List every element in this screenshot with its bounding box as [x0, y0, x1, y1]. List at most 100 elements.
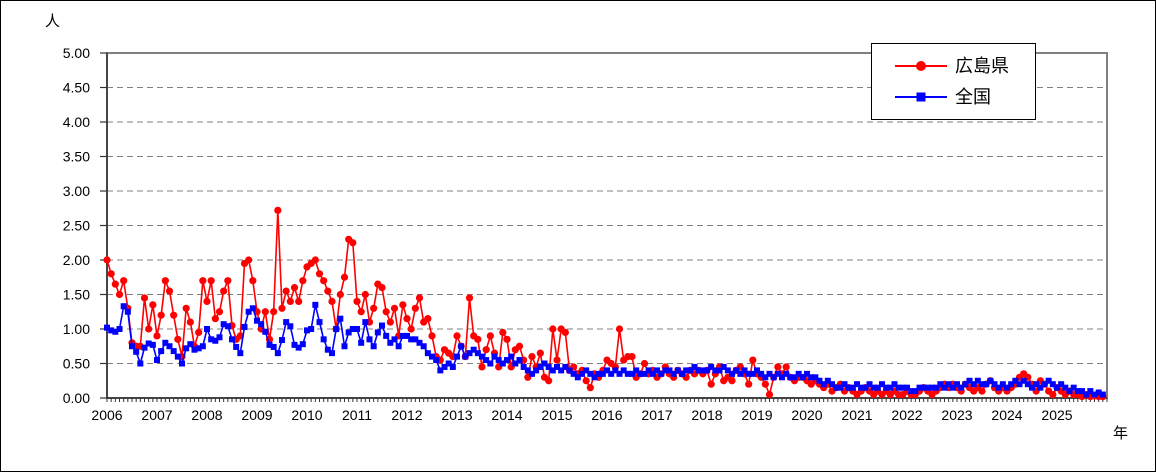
data-point-national [370, 343, 377, 350]
y-axis-tick-label: 2.50 [63, 218, 90, 234]
data-point-national [662, 367, 669, 374]
data-point-national [1037, 384, 1044, 391]
data-point-national [279, 337, 285, 344]
data-point-hiroshima [536, 349, 544, 357]
data-point-national [887, 384, 894, 391]
data-point-national [854, 381, 860, 388]
data-point-hiroshima [482, 346, 490, 354]
data-point-hiroshima [299, 277, 307, 285]
red-line-circle-marker-icon [895, 60, 947, 71]
data-point-national [966, 377, 973, 384]
data-point-national [666, 367, 673, 374]
data-point-national [166, 343, 173, 350]
data-point-hiroshima [386, 318, 394, 326]
data-point-national [1024, 381, 1031, 388]
data-point-national [879, 381, 885, 388]
data-point-national [841, 381, 848, 388]
data-point-national [799, 374, 806, 381]
data-point-hiroshima [424, 315, 432, 323]
data-point-national [941, 384, 948, 391]
y-axis-tick-label: 1.50 [63, 287, 90, 303]
data-point-national [595, 370, 602, 377]
data-point-national [629, 370, 635, 377]
x-axis-year-label: 2006 [91, 407, 122, 423]
data-point-national [712, 367, 719, 374]
data-point-national [920, 384, 927, 391]
data-point-national [766, 370, 773, 377]
data-point-national [824, 377, 831, 384]
data-point-hiroshima [349, 239, 357, 247]
data-point-national [558, 367, 565, 374]
x-axis-year-label: 2024 [991, 407, 1022, 423]
legend-label-hiroshima: 広島県 [955, 55, 1009, 76]
data-point-hiroshima [195, 328, 203, 337]
data-point-hiroshima [153, 332, 161, 340]
data-point-hiroshima [311, 256, 319, 264]
data-point-national [499, 360, 506, 367]
data-point-national [224, 323, 231, 330]
data-point-national [633, 367, 640, 374]
y-axis-tick-label: 2.00 [63, 252, 90, 268]
data-point-national [849, 384, 856, 391]
blue-line-square-marker-icon [895, 92, 947, 102]
data-point-hiroshima [545, 377, 553, 385]
data-point-national [737, 370, 744, 377]
data-point-national [929, 384, 935, 391]
x-axis-year-label: 2014 [491, 407, 522, 423]
data-point-national [174, 353, 181, 360]
data-point-national [1033, 381, 1040, 388]
data-point-national [420, 343, 427, 350]
data-point-national [233, 343, 240, 350]
data-point-national [1062, 384, 1069, 391]
x-axis-year-label: 2021 [841, 407, 872, 423]
data-point-national [904, 384, 910, 391]
data-point-national [204, 326, 210, 332]
x-axis-year-label: 2018 [691, 407, 722, 423]
data-point-national [1058, 381, 1065, 388]
data-point-hiroshima [161, 277, 169, 285]
data-point-national [133, 348, 140, 355]
data-point-national [1099, 391, 1106, 398]
x-axis-year-label: 2015 [541, 407, 572, 423]
data-point-national [495, 357, 502, 364]
x-axis-unit-label: 年 [1113, 425, 1129, 442]
data-point-national [141, 344, 148, 351]
x-axis-year-label: 2019 [741, 407, 772, 423]
data-point-national [729, 370, 735, 377]
data-point-national [566, 367, 573, 374]
data-point-national [387, 339, 394, 346]
data-point-national [466, 350, 473, 357]
data-point-national [520, 363, 527, 370]
data-point-hiroshima [503, 335, 511, 343]
data-point-national [241, 323, 248, 330]
data-point-national [266, 341, 273, 348]
data-point-national [699, 367, 706, 374]
data-point-national [1049, 381, 1056, 388]
data-point-national [974, 377, 981, 384]
data-point-hiroshima [245, 256, 253, 264]
data-point-national [933, 384, 940, 391]
data-point-national [408, 336, 415, 343]
data-point-national [154, 357, 160, 364]
data-point-national [145, 340, 152, 347]
data-point-national [787, 374, 794, 381]
data-point-national [324, 346, 331, 353]
data-point-national [1016, 381, 1023, 388]
data-point-national [516, 357, 523, 364]
x-axis-year-label: 2016 [591, 407, 622, 423]
data-point-hiroshima [328, 297, 336, 305]
data-point-national [891, 381, 898, 388]
data-point-national [866, 381, 873, 388]
data-point-hiroshima [499, 328, 507, 337]
x-axis-year-label: 2023 [941, 407, 972, 423]
data-point-national [895, 384, 902, 391]
data-point-national [441, 363, 448, 370]
data-point-hiroshima [274, 206, 282, 214]
legend-item-hiroshima: 広島県 [894, 57, 1035, 75]
data-point-national [274, 350, 281, 357]
x-axis-year-label: 2011 [342, 407, 372, 423]
data-point-hiroshima [561, 328, 569, 337]
data-point-hiroshima [782, 363, 790, 371]
